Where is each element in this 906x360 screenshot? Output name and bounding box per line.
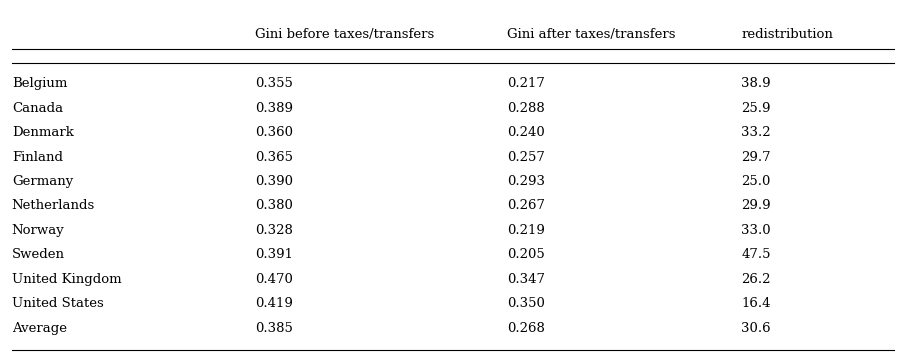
Text: Gini before taxes/transfers: Gini before taxes/transfers bbox=[255, 28, 434, 41]
Text: 38.9: 38.9 bbox=[741, 77, 771, 90]
Text: 33.0: 33.0 bbox=[741, 224, 771, 237]
Text: Average: Average bbox=[12, 322, 67, 335]
Text: 0.217: 0.217 bbox=[507, 77, 545, 90]
Text: 29.9: 29.9 bbox=[741, 199, 771, 212]
Text: 25.9: 25.9 bbox=[741, 102, 771, 115]
Text: 0.470: 0.470 bbox=[255, 273, 293, 286]
Text: 0.240: 0.240 bbox=[507, 126, 545, 139]
Text: 0.293: 0.293 bbox=[507, 175, 545, 188]
Text: 0.360: 0.360 bbox=[255, 126, 293, 139]
Text: redistribution: redistribution bbox=[741, 28, 833, 41]
Text: 0.268: 0.268 bbox=[507, 322, 545, 335]
Text: Canada: Canada bbox=[12, 102, 63, 115]
Text: 0.288: 0.288 bbox=[507, 102, 545, 115]
Text: 33.2: 33.2 bbox=[741, 126, 771, 139]
Text: 47.5: 47.5 bbox=[741, 248, 771, 261]
Text: Belgium: Belgium bbox=[12, 77, 67, 90]
Text: 16.4: 16.4 bbox=[741, 297, 771, 310]
Text: United States: United States bbox=[12, 297, 103, 310]
Text: 0.419: 0.419 bbox=[255, 297, 293, 310]
Text: 0.328: 0.328 bbox=[255, 224, 293, 237]
Text: Sweden: Sweden bbox=[12, 248, 65, 261]
Text: 0.350: 0.350 bbox=[507, 297, 545, 310]
Text: Gini after taxes/transfers: Gini after taxes/transfers bbox=[507, 28, 676, 41]
Text: Finland: Finland bbox=[12, 150, 63, 163]
Text: Netherlands: Netherlands bbox=[12, 199, 95, 212]
Text: United Kingdom: United Kingdom bbox=[12, 273, 121, 286]
Text: 0.391: 0.391 bbox=[255, 248, 293, 261]
Text: Denmark: Denmark bbox=[12, 126, 73, 139]
Text: 0.385: 0.385 bbox=[255, 322, 293, 335]
Text: 0.390: 0.390 bbox=[255, 175, 293, 188]
Text: 0.389: 0.389 bbox=[255, 102, 293, 115]
Text: 25.0: 25.0 bbox=[741, 175, 770, 188]
Text: 0.219: 0.219 bbox=[507, 224, 545, 237]
Text: 0.267: 0.267 bbox=[507, 199, 545, 212]
Text: 0.205: 0.205 bbox=[507, 248, 545, 261]
Text: 0.347: 0.347 bbox=[507, 273, 545, 286]
Text: Norway: Norway bbox=[12, 224, 64, 237]
Text: 26.2: 26.2 bbox=[741, 273, 771, 286]
Text: 30.6: 30.6 bbox=[741, 322, 771, 335]
Text: 0.355: 0.355 bbox=[255, 77, 293, 90]
Text: Germany: Germany bbox=[12, 175, 73, 188]
Text: 29.7: 29.7 bbox=[741, 150, 771, 163]
Text: 0.257: 0.257 bbox=[507, 150, 545, 163]
Text: 0.380: 0.380 bbox=[255, 199, 293, 212]
Text: 0.365: 0.365 bbox=[255, 150, 293, 163]
